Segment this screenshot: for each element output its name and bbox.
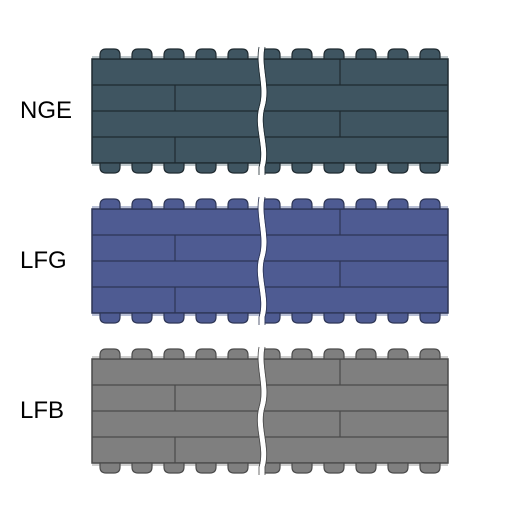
belt-code-label: NGE xyxy=(20,97,72,125)
belt-type-diagram: NGE LFG LFB xyxy=(0,0,512,512)
belt-swatch xyxy=(90,345,450,477)
belt-swatch xyxy=(90,195,450,327)
belt-swatch xyxy=(90,45,450,177)
belt-code-label: LFG xyxy=(20,247,67,275)
belt-code-label: LFB xyxy=(20,397,64,425)
